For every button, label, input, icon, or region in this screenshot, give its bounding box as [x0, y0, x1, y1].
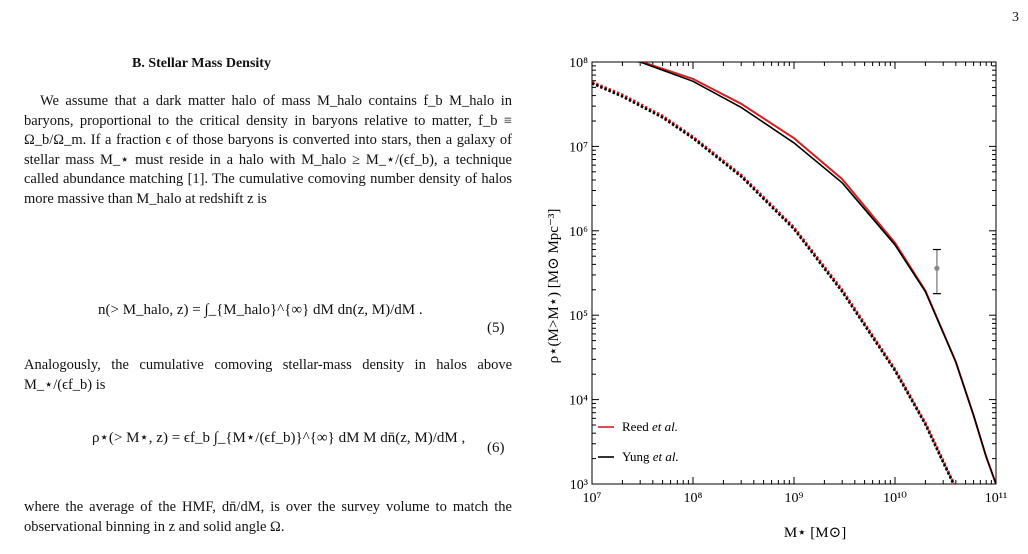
series-line-1 — [629, 62, 996, 484]
equation-6: ρ⋆(> M⋆, z) = ϵf_b ∫_{M⋆/(ϵf_b)}^{∞} dM … — [92, 428, 465, 447]
y-tick-label: 10⁵ — [569, 309, 588, 324]
legend-label: Reed et al. — [622, 419, 678, 434]
x-tick-label: 10¹⁰ — [883, 491, 907, 506]
y-tick-label: 10⁴ — [569, 394, 588, 409]
paragraph-2: Analogously, the cumulative comoving ste… — [24, 357, 512, 393]
x-axis-label: M⋆ [M⊙] — [784, 525, 846, 541]
stellar-mass-density-chart: 10⁷ 10⁸ 10⁹ 10¹⁰ 10¹¹ 10³ 10⁴ 10⁵ 10⁶ 10⁷ 10⁸ Ree… — [546, 56, 1007, 541]
y-axis-ticks: 10³ 10⁴ 10⁵ 10⁶ 10⁷ 10⁸ — [569, 56, 996, 493]
paragraph-1: We assume that a dark matter halo of mas… — [24, 93, 512, 207]
dotted-series-line-3 — [592, 82, 955, 484]
series-layer — [592, 62, 996, 484]
y-tick-label: 10³ — [570, 478, 588, 493]
data-point-marker — [934, 265, 940, 271]
y-tick-label: 10⁸ — [569, 56, 588, 71]
data-point-layer — [932, 248, 941, 295]
equation-6-number: (6) — [487, 440, 505, 456]
equation-6-text: ρ⋆(> M⋆, z) = ϵf_b ∫_{M⋆/(ϵf_b)}^{∞} dM … — [92, 430, 466, 446]
legend-label: Yung et al. — [622, 449, 679, 464]
paragraph-3: where the average of the HMF, dn̄/dM, is… — [24, 499, 512, 535]
x-tick-label: 10⁷ — [583, 491, 602, 506]
y-tick-label: 10⁷ — [569, 140, 588, 155]
x-tick-label: 10⁸ — [684, 491, 703, 506]
equation-5-text: n(> M_halo, z) = ∫_{M_halo}^{∞} dM dn(z,… — [98, 302, 423, 318]
y-axis-label: ρ⋆(M>M⋆) [M⊙ Mpc⁻³] — [546, 209, 562, 364]
page-number: 3 — [1012, 10, 1019, 25]
legend: Reed et al. Yung et al. — [598, 419, 679, 464]
equation-5: n(> M_halo, z) = ∫_{M_halo}^{∞} dM dn(z,… — [98, 302, 423, 319]
equation-5-number: (5) — [487, 320, 505, 336]
x-axis-ticks: 10⁷ 10⁸ 10⁹ 10¹⁰ 10¹¹ — [583, 62, 1007, 506]
section-heading: B. Stellar Mass Density — [132, 56, 271, 71]
x-tick-label: 10⁹ — [785, 491, 804, 506]
x-tick-label: 10¹¹ — [985, 491, 1007, 506]
y-tick-label: 10⁶ — [569, 225, 588, 240]
